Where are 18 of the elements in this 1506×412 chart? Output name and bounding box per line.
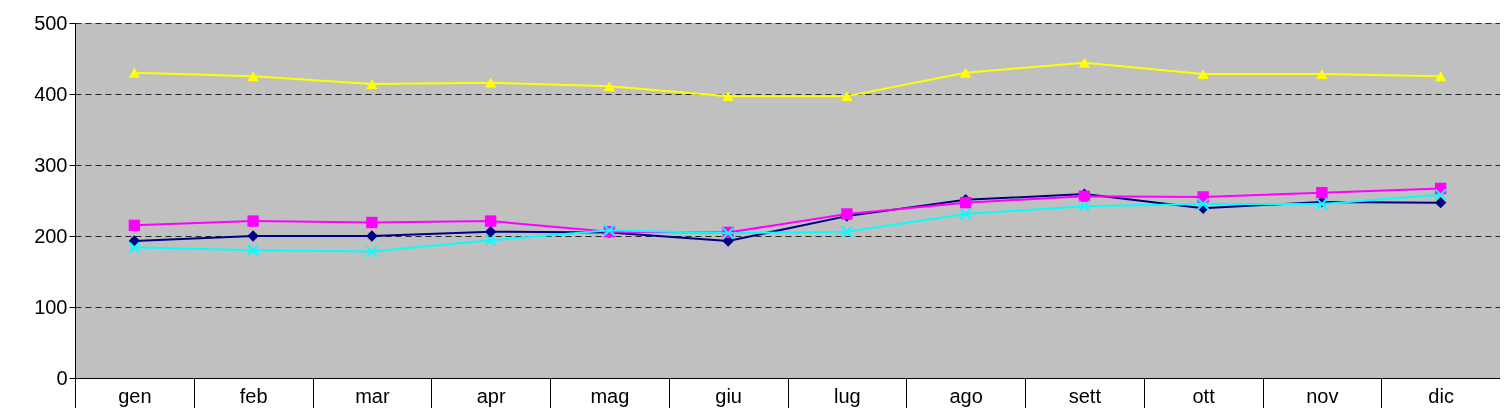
x-tick-label: lug <box>834 384 861 407</box>
x-tick-label: sett <box>1068 384 1102 407</box>
x-tick-label: dic <box>1428 384 1454 407</box>
y-tick-label: 100 <box>34 295 68 318</box>
x-tick-label: ago <box>949 384 983 407</box>
y-tick-label: 300 <box>34 153 68 176</box>
y-tick-label: 500 <box>34 11 68 34</box>
x-tick-label: mag <box>590 384 630 407</box>
y-tick-label: 0 <box>56 366 68 389</box>
y-tick-label: 400 <box>34 82 68 105</box>
x-tick-label: gen <box>118 384 152 407</box>
x-tick-label: mar <box>355 384 390 407</box>
x-tick-label: ott <box>1192 384 1216 407</box>
x-tick-label: nov <box>1306 384 1339 407</box>
x-tick-label: feb <box>239 384 268 407</box>
x-tick-label: giu <box>715 384 742 407</box>
y-tick-label: 200 <box>34 224 68 247</box>
x-tick-label: apr <box>476 384 506 407</box>
